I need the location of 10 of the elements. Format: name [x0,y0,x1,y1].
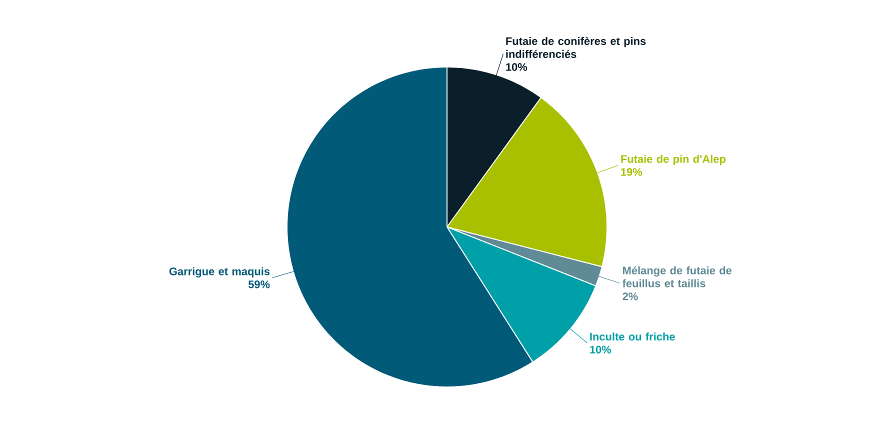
slice-label: Futaie de conifères et pins indifférenciés [506,36,646,58]
slice-label: Futaie de pin d'Alep [621,154,726,166]
data-label: 19% [621,168,642,176]
data-label: 59% [248,280,270,288]
slice-label: Mélange de futaie de feuillus et taillis [622,266,732,288]
data-label: 2% [622,292,638,300]
slice-label: Inculte ou friche [590,332,675,341]
data-label: 10% [590,346,612,354]
slice-label: Garrigue et maquis [169,267,270,278]
data-label: 10% [506,63,528,71]
